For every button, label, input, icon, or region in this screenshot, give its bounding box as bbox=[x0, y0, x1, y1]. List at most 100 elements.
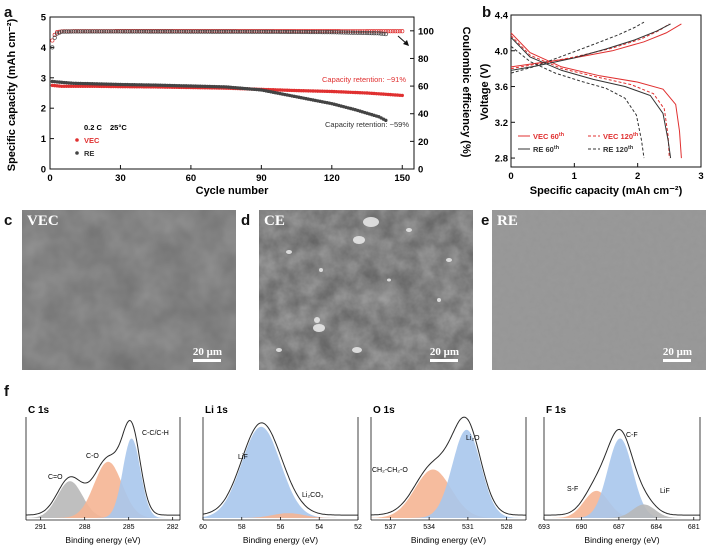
vec-ce-point bbox=[388, 29, 393, 34]
vec-capacity-point bbox=[78, 84, 83, 89]
xps-tick-label: 288 bbox=[79, 524, 91, 531]
voltage-profile-chart: 0 1 2 3 2.8 3.2 3.6 4.0 4.4 Voltage (V) Specific… bbox=[479, 11, 704, 198]
re-ce-point bbox=[111, 29, 116, 34]
re-ce-point bbox=[186, 29, 191, 34]
b-legend-label: RE 120th bbox=[603, 145, 634, 154]
re-ce-point bbox=[226, 29, 231, 34]
re-ce-point bbox=[318, 30, 323, 35]
re-ce-point bbox=[289, 29, 294, 35]
vec-ce-point bbox=[376, 29, 381, 34]
b-ytick-label: 3.6 bbox=[495, 82, 508, 93]
re-ce-point bbox=[83, 29, 88, 34]
scale-bar-vec: 20 μm bbox=[193, 346, 222, 362]
re-ce-point bbox=[217, 29, 222, 34]
re-ce-point bbox=[151, 29, 156, 34]
re-ce-point bbox=[148, 29, 154, 34]
re-ce-point bbox=[134, 29, 139, 34]
re-ce-point bbox=[264, 29, 269, 34]
b-xtick-label: 3 bbox=[698, 171, 703, 182]
re-ce-point bbox=[221, 29, 226, 34]
re-ce-point bbox=[209, 29, 215, 34]
xps-peak-label: CH₂-CH₂-O bbox=[372, 467, 408, 474]
a-ytick-left-label: 4 bbox=[41, 43, 47, 54]
re-capacity-point bbox=[146, 83, 151, 87]
xps-peak-label: C-O bbox=[86, 453, 99, 460]
re-ce-point bbox=[282, 29, 287, 34]
re-ce-point bbox=[287, 29, 292, 35]
re-ce-point bbox=[54, 31, 60, 36]
xps-envelope-f-1s bbox=[544, 428, 700, 516]
re-ce-point bbox=[120, 29, 125, 34]
vec-ce-point bbox=[390, 29, 395, 34]
re-ce-point bbox=[104, 29, 109, 34]
b-xtick-label: 0 bbox=[508, 171, 513, 182]
panel-label-c: c bbox=[4, 212, 13, 229]
re-ce-point bbox=[275, 29, 280, 34]
xps-peak-li-1s-0 bbox=[203, 426, 358, 518]
vec-ce-point bbox=[400, 29, 405, 34]
re-ce-point bbox=[158, 29, 163, 34]
a-xtick-label: 120 bbox=[324, 173, 340, 184]
a-xtick-label: 0 bbox=[47, 173, 52, 184]
re-ce-point bbox=[50, 45, 55, 50]
re-capacity-point bbox=[139, 83, 144, 87]
re-capacity-point bbox=[142, 83, 146, 87]
b-xtick-label: 2 bbox=[635, 171, 640, 182]
xps-tick-label: 531 bbox=[462, 524, 474, 531]
re-ce-point bbox=[184, 29, 189, 34]
scale-text-re: 20 μm bbox=[662, 346, 692, 358]
re-ce-point bbox=[329, 30, 334, 35]
scale-bar-re: 20 μm bbox=[663, 346, 692, 362]
a-ytick-left-label: 3 bbox=[41, 73, 46, 84]
vec-capacity-point bbox=[81, 84, 85, 89]
xps-peak-label: C=O bbox=[48, 474, 63, 481]
xps-tick-label: 285 bbox=[123, 524, 135, 531]
xps-xlabel: Binding energy (eV) bbox=[243, 535, 318, 545]
re-ce-point bbox=[254, 29, 259, 34]
re-ce-point bbox=[303, 29, 309, 35]
sem-texture-re bbox=[492, 210, 706, 370]
xps-peak-o-1s-1 bbox=[371, 429, 526, 518]
vec-ce-point bbox=[379, 29, 384, 34]
xps-xlabel: Binding energy (eV) bbox=[65, 535, 140, 545]
re-ce-point bbox=[332, 30, 337, 35]
voltage-curve-vec-120th-charge bbox=[510, 23, 670, 70]
a-condition-rate: 0.2 C bbox=[84, 123, 103, 132]
a-arrow-head bbox=[403, 40, 409, 46]
re-ce-point bbox=[137, 29, 142, 34]
a-ytick-right-label: 80 bbox=[418, 54, 429, 65]
re-ce-point bbox=[141, 29, 146, 34]
re-ce-point bbox=[59, 29, 64, 34]
re-capacity-point bbox=[123, 82, 127, 87]
sem-image-re: RE 20 μm bbox=[492, 210, 706, 370]
sem-label-ce: CE bbox=[264, 213, 285, 229]
re-capacity-point bbox=[149, 83, 153, 87]
xps-tick-label: 52 bbox=[354, 524, 362, 531]
re-ce-point bbox=[292, 29, 297, 35]
re-ce-point bbox=[360, 30, 365, 35]
re-ce-point bbox=[367, 31, 372, 36]
a-ytick-right-label: 0 bbox=[418, 165, 423, 176]
vec-ce-point bbox=[395, 29, 400, 34]
re-ce-point bbox=[101, 29, 107, 34]
re-ce-point bbox=[336, 30, 341, 35]
a-xtick-label: 30 bbox=[115, 173, 126, 184]
vec-capacity-point bbox=[71, 84, 76, 89]
re-ce-point bbox=[167, 29, 172, 34]
re-ce-point bbox=[69, 29, 74, 34]
re-ce-point bbox=[125, 29, 130, 34]
re-ce-point bbox=[259, 29, 264, 34]
re-ce-point bbox=[87, 29, 92, 34]
vec-ce-point bbox=[332, 29, 337, 34]
sem-image-ce: CE 20 μm bbox=[259, 210, 473, 370]
sem-image-vec: VEC 20 μm bbox=[22, 210, 236, 370]
re-ce-point bbox=[109, 29, 114, 34]
re-ce-point bbox=[85, 29, 90, 34]
b-ytick-label: 3.2 bbox=[495, 118, 508, 129]
re-ce-point bbox=[313, 30, 318, 35]
a-legend-vec: VEC bbox=[84, 136, 100, 145]
re-ce-point bbox=[334, 30, 339, 35]
re-ce-point bbox=[369, 31, 374, 36]
re-ce-point bbox=[160, 29, 165, 34]
re-ce-point bbox=[235, 29, 240, 34]
